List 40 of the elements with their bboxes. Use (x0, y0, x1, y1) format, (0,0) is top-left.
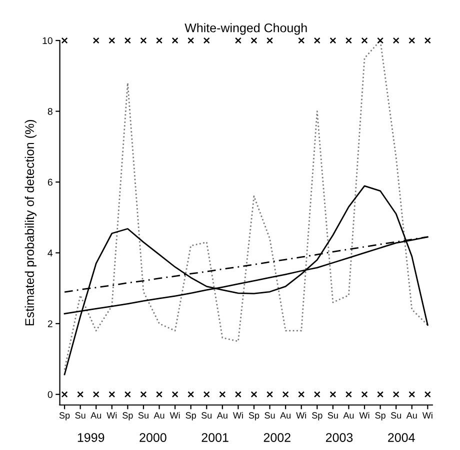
x-tick-label: Au (343, 412, 354, 419)
text: 2002 (264, 433, 290, 442)
x-tick-label: Au (406, 412, 417, 419)
text: 2003 (326, 433, 353, 442)
y-tick-label: 6 (48, 178, 52, 186)
x-tick-label: Sp (375, 412, 386, 420)
x-tick-label: Su (264, 412, 275, 419)
text: 2001 (202, 433, 228, 442)
x-tick-label: Wi (106, 412, 117, 418)
text: 1999 (78, 433, 104, 442)
line-series (64, 185, 428, 376)
x-tick-label: Su (138, 412, 148, 419)
x-tick-label: Wi (422, 412, 432, 418)
text: 2000 (140, 433, 166, 442)
x-tick-label: Sp (312, 412, 322, 420)
y-axis-title: Estimated probability of detection (%) (24, 120, 36, 326)
x-tick-label: Au (216, 412, 228, 419)
chart-title: White-winged Chough (184, 23, 307, 35)
x-tick-label: Su (75, 412, 86, 419)
line-series (64, 40, 428, 370)
x-tick-label: Au (154, 412, 164, 419)
y-tick-label: 10 (42, 37, 52, 44)
y-tick-label: 2 (48, 320, 52, 328)
x-tick-label: Wi (170, 412, 180, 418)
x-tick-label: Su (202, 412, 212, 419)
x-tick-label: Sp (186, 412, 196, 420)
y-tick-label: 4 (48, 250, 53, 256)
x-tick-label: Su (390, 412, 402, 419)
x-tick-label: Au (90, 412, 102, 419)
x-tick-label: Au (280, 412, 290, 419)
x-tick-label: Wi (232, 412, 243, 418)
text: 2004 (388, 433, 415, 442)
x-tick-label: Sp (59, 412, 70, 420)
x-tick-label: Su (328, 412, 338, 419)
x-tick-label: Sp (248, 412, 260, 420)
y-tick-label: 0 (48, 391, 52, 398)
x-tick-label: Wi (296, 412, 306, 418)
x-tick-label: Wi (359, 412, 370, 418)
x-tick-label: Sp (122, 412, 133, 420)
y-tick-label: 8 (48, 108, 52, 115)
